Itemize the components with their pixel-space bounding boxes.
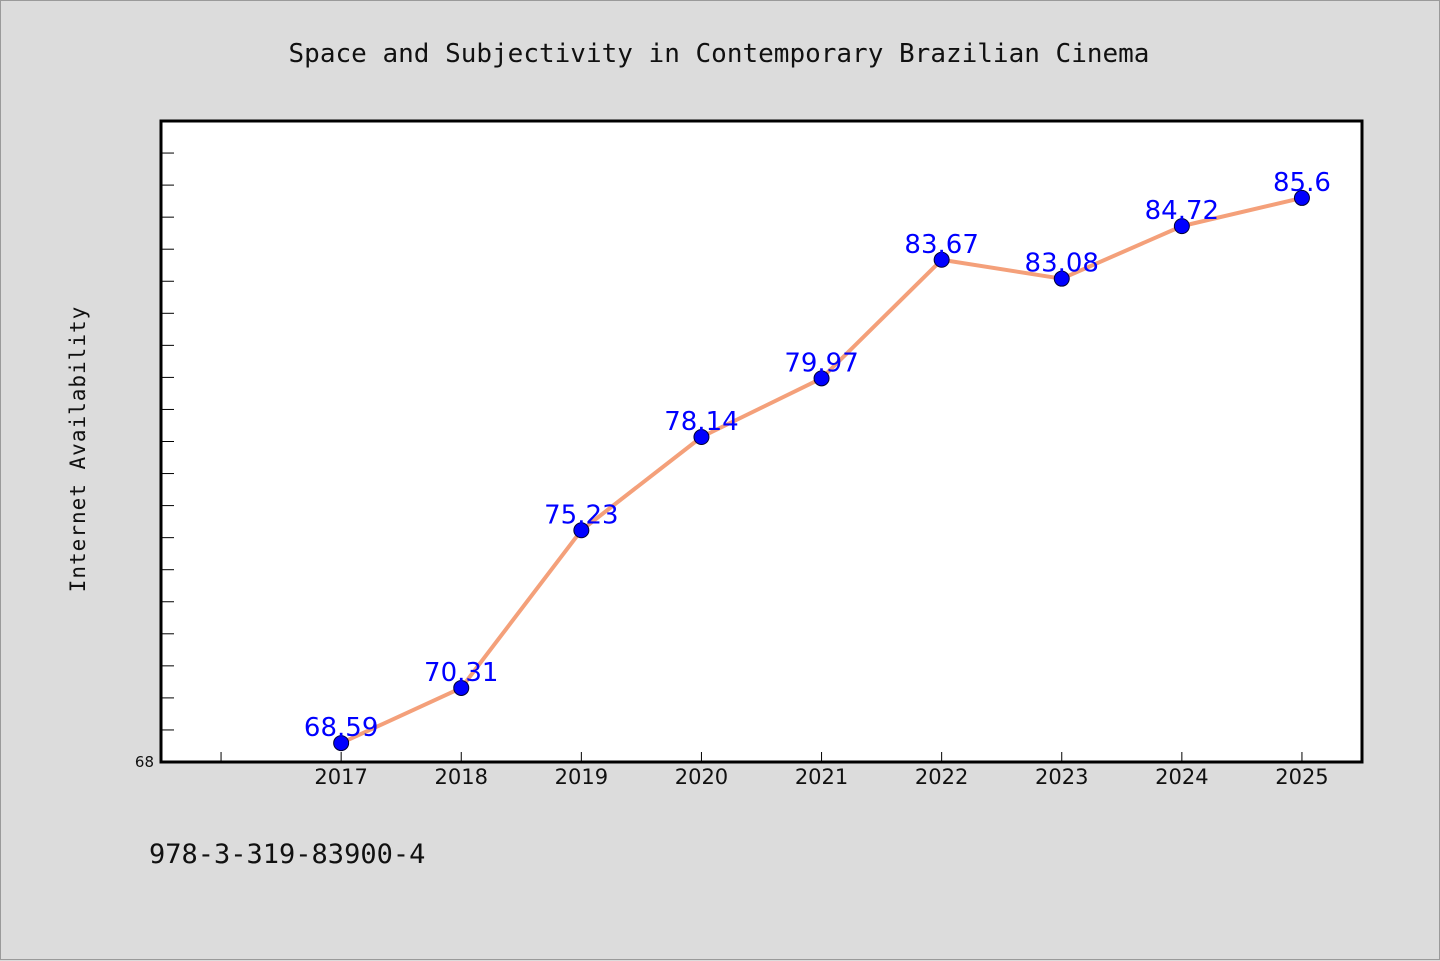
x-tick-label: 2022 <box>915 765 968 789</box>
data-point <box>333 735 350 752</box>
x-tick-label: 2023 <box>1035 765 1088 789</box>
y-axis-ticks: 68 <box>135 152 174 771</box>
x-tick-label: 2021 <box>795 765 848 789</box>
data-label: 85.6 <box>1273 168 1331 198</box>
data-point <box>573 522 590 539</box>
plot-area <box>159 119 1364 764</box>
data-label: 84.72 <box>1145 196 1219 226</box>
x-tick-label: 2018 <box>435 765 488 789</box>
series-layer <box>333 189 1310 752</box>
data-labels: 68.59 70.31 75.23 78.14 79.97 83.67 83.08 84.72… <box>304 168 1331 743</box>
data-point <box>933 251 950 268</box>
data-label: 75.23 <box>544 500 618 530</box>
data-label: 68.59 <box>304 713 378 743</box>
data-point <box>1293 189 1310 206</box>
x-tick-label: 2019 <box>555 765 608 789</box>
data-label: 83.08 <box>1025 249 1099 279</box>
data-point <box>813 370 830 387</box>
y-tick-label: 68 <box>135 753 154 771</box>
x-axis-ticks: 2017 2018 2019 2020 2021 2022 2023 2024 2025 <box>220 752 1329 789</box>
data-label: 83.67 <box>904 230 978 260</box>
data-label: 79.97 <box>784 348 858 378</box>
data-label: 78.14 <box>664 407 738 437</box>
data-label: 70.31 <box>424 658 498 688</box>
x-tick-label: 2017 <box>314 765 367 789</box>
isbn-footer: 978-3-319-83900-4 <box>149 839 425 870</box>
x-tick-label: 2025 <box>1275 765 1328 789</box>
x-tick-label: 2020 <box>675 765 728 789</box>
data-point <box>453 679 470 696</box>
data-point <box>1173 218 1190 235</box>
data-point <box>693 429 710 446</box>
data-point <box>1053 270 1070 287</box>
x-tick-label: 2024 <box>1155 765 1208 789</box>
chart-title: Space and Subjectivity in Contemporary B… <box>289 39 1150 69</box>
y-axis-label: Internet Availability <box>66 306 90 593</box>
